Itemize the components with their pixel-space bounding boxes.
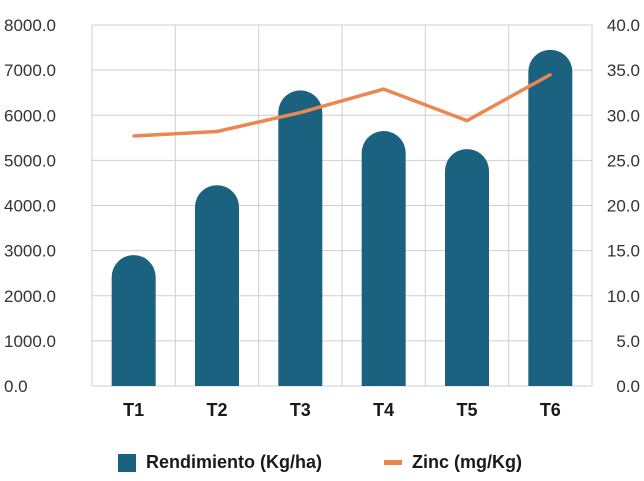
right-tick-label: 35.0 <box>607 61 640 80</box>
right-tick-label: 20.0 <box>607 197 640 216</box>
legend-item-bar: Rendimiento (Kg/ha) <box>118 452 322 473</box>
legend-label-bar: Rendimiento (Kg/ha) <box>146 452 322 472</box>
zinc-point-T4 <box>382 87 386 91</box>
left-tick-label: 2000.0 <box>4 287 56 306</box>
zinc-point-T5 <box>465 119 469 123</box>
bar-T6 <box>528 49 573 386</box>
bar-T4 <box>361 131 406 386</box>
legend: Rendimiento (Kg/ha) Zinc (mg/Kg) <box>0 452 644 480</box>
gridlines <box>91 24 593 387</box>
category-label: T4 <box>373 400 394 420</box>
zinc-point-T1 <box>132 134 136 138</box>
left-tick-label: 4000.0 <box>4 197 56 216</box>
legend-label-line: Zinc (mg/Kg) <box>412 452 522 472</box>
left-axis-ticks: 0.0 1000.0 2000.0 3000.0 4000.0 5000.0 6000.0 7… <box>4 16 56 396</box>
category-label: T3 <box>290 400 311 420</box>
right-tick-label: 30.0 <box>607 106 640 125</box>
bar-series <box>111 49 573 386</box>
zinc-point-T2 <box>215 129 219 133</box>
category-label: T6 <box>540 400 561 420</box>
zinc-point-T3 <box>298 111 302 115</box>
right-axis-ticks: 0.0 5.0 10.0 15.0 20.0 25.0 30.0 35.0 40.0 <box>607 16 640 396</box>
left-tick-label: 1000.0 <box>4 332 56 351</box>
category-label: T1 <box>123 400 144 420</box>
x-axis-ticks: T1 T2 T3 T4 T5 T6 <box>123 400 561 420</box>
right-tick-label: 5.0 <box>616 332 640 351</box>
left-tick-label: 5000.0 <box>4 151 56 170</box>
combo-chart: 0.0 1000.0 2000.0 3000.0 4000.0 5000.0 6000.0 7… <box>4 16 640 420</box>
legend-item-line: Zinc (mg/Kg) <box>384 452 522 473</box>
right-tick-label: 10.0 <box>607 287 640 306</box>
left-tick-label: 0.0 <box>4 377 28 396</box>
bar-T1 <box>111 255 156 386</box>
bar-T3 <box>278 90 323 386</box>
right-tick-label: 0.0 <box>616 377 640 396</box>
bar-T5 <box>445 149 489 386</box>
legend-swatch-bar <box>118 453 136 472</box>
right-tick-label: 15.0 <box>607 242 640 261</box>
right-tick-label: 25.0 <box>607 151 640 170</box>
left-tick-label: 6000.0 <box>4 106 56 125</box>
left-tick-label: 3000.0 <box>4 242 56 261</box>
right-tick-label: 40.0 <box>607 16 640 35</box>
legend-swatch-line <box>384 460 402 465</box>
category-label: T5 <box>456 400 477 420</box>
zinc-point-T6 <box>548 73 552 77</box>
left-tick-label: 7000.0 <box>4 61 56 80</box>
bar-T2 <box>195 185 240 386</box>
category-label: T2 <box>206 400 227 420</box>
line-series <box>132 73 552 138</box>
left-tick-label: 8000.0 <box>4 16 56 35</box>
zinc-line <box>133 73 552 138</box>
